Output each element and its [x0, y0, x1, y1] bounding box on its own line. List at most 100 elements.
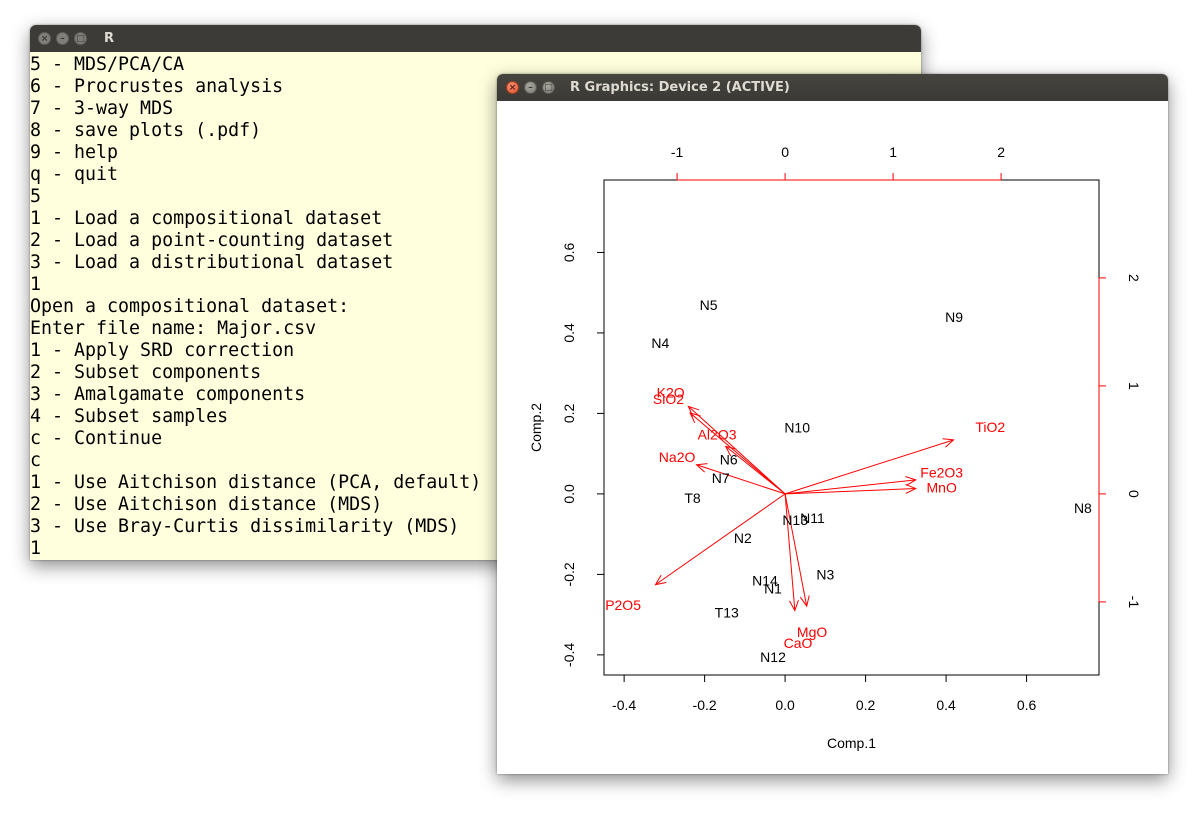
- console-line: 9 - help: [30, 142, 119, 163]
- console-line: 7 - 3-way MDS: [30, 98, 174, 119]
- y-tick-label: -0.4: [561, 643, 577, 667]
- loading-label: Na2O: [659, 449, 696, 465]
- graphics-titlebar[interactable]: × – □ R Graphics: Device 2 (ACTIVE): [497, 74, 1168, 101]
- loading-label: TiO2: [975, 419, 1005, 435]
- loading-arrowhead: [724, 445, 737, 457]
- loading-label: MnO: [927, 479, 957, 495]
- graphics-canvas: -0.4 -0.2 0.0 0.2 0.4 0.6 Comp.1 -0.4 -0.2 0.0 0.2…: [497, 101, 1168, 774]
- loading-label: Al2O3: [698, 427, 737, 443]
- loading-arrow: [785, 488, 916, 495]
- console-line: 6 - Procrustes analysis: [30, 76, 284, 97]
- console-line: 5: [30, 186, 42, 207]
- console-output: 5 - MDS/PCA/CA 6 - Procrustes analysis 7 -…: [30, 52, 921, 560]
- loading-arrow: [696, 464, 786, 495]
- console-line: 1 - Apply SRD correction: [30, 340, 295, 361]
- close-icon[interactable]: ×: [506, 81, 519, 94]
- x-tick-label: 0.2: [856, 697, 876, 713]
- loading-label: CaO: [784, 635, 813, 651]
- loading-arrowhead: [905, 475, 917, 486]
- loading-arrow: [784, 493, 796, 611]
- x-tick-label: 0.4: [936, 697, 956, 713]
- right-tick-label: 2: [1126, 274, 1142, 282]
- top-tick-label: 1: [889, 144, 897, 160]
- loading-arrow: [688, 406, 786, 495]
- loading-label: MgO: [797, 624, 827, 640]
- maximize-icon[interactable]: □: [542, 81, 555, 94]
- loading-arrow: [689, 412, 786, 495]
- console-line: 1 - Use Aitchison distance (PCA, default…: [30, 472, 482, 493]
- y-tick-label: 0.2: [561, 403, 577, 423]
- x-tick-label: -0.4: [612, 697, 636, 713]
- x-tick-label: 0.0: [775, 697, 795, 713]
- loading-arrow: [725, 445, 786, 495]
- minimize-icon[interactable]: –: [524, 81, 537, 94]
- console-line: 1 - Load a compositional dataset: [30, 208, 383, 229]
- console-line: c: [30, 450, 42, 471]
- console-line: Enter file name: Major.csv: [30, 318, 317, 339]
- console-line: 2 - Use Aitchison distance (MDS): [30, 494, 383, 515]
- console-line: c - Continue: [30, 428, 163, 449]
- console-line: 3 - Load a distributional dataset: [30, 252, 394, 273]
- console-line: 3 - Use Bray-Curtis dissimilarity (MDS): [30, 516, 460, 537]
- right-tick-label: 0: [1126, 490, 1142, 498]
- console-line: 2 - Subset components: [30, 362, 262, 383]
- r-graphics-window: × – □ R Graphics: Device 2 (ACTIVE) -0.4…: [497, 74, 1168, 774]
- sample-label: N8: [1074, 500, 1092, 516]
- console-line: 1: [30, 538, 42, 559]
- loading-arrowhead: [942, 438, 955, 448]
- loading-arrowhead: [689, 412, 701, 424]
- sample-label: N13: [782, 512, 808, 528]
- sample-label: N6: [720, 452, 738, 468]
- y-tick-label: 0.0: [561, 484, 577, 504]
- loading-arrowhead: [695, 463, 708, 473]
- top-tick-label: 0: [781, 144, 789, 160]
- minimize-icon[interactable]: –: [56, 32, 69, 45]
- top-tick-label: -1: [671, 144, 684, 160]
- y-tick-label: 0.4: [561, 323, 577, 343]
- y-tick-label: -0.2: [561, 562, 577, 586]
- x-axis-title: Comp.1: [827, 735, 876, 751]
- close-icon[interactable]: ×: [38, 32, 51, 45]
- console-line: 1: [30, 274, 42, 295]
- graphics-title: R Graphics: Device 2 (ACTIVE): [570, 80, 790, 95]
- console-line: 2 - Load a point-counting dataset: [30, 230, 394, 251]
- console-title: R: [104, 31, 115, 46]
- loading-arrow: [784, 439, 954, 495]
- loading-arrowhead: [799, 595, 810, 608]
- sample-label: N5: [700, 297, 718, 313]
- console-line: 3 - Amalgamate components: [30, 384, 306, 405]
- loading-label: Fe2O3: [920, 464, 963, 480]
- sample-label: T13: [715, 605, 739, 621]
- sample-label: N9: [945, 309, 963, 325]
- loading-arrow: [784, 493, 808, 607]
- sample-label: N4: [651, 335, 669, 351]
- x-tick-label: 0.6: [1017, 697, 1037, 713]
- loading-label: K2O: [657, 384, 685, 400]
- loading-arrowhead: [789, 599, 799, 612]
- loading-label: P2O5: [605, 597, 641, 613]
- sample-label: N3: [816, 566, 834, 582]
- loading-arrow: [785, 479, 916, 495]
- maximize-icon[interactable]: □: [74, 32, 87, 45]
- x-tick-label: -0.2: [693, 697, 717, 713]
- loading-arrowhead: [654, 574, 667, 586]
- sample-label: N14: [752, 572, 778, 588]
- sample-label: T8: [684, 490, 701, 506]
- loading-label: SiO2: [653, 391, 684, 407]
- sample-label: N1: [764, 580, 782, 596]
- console-line: 8 - save plots (.pdf): [30, 120, 262, 141]
- right-tick-label: -1: [1126, 596, 1142, 609]
- sample-label: N7: [712, 470, 730, 486]
- sample-label: N11: [800, 510, 825, 526]
- console-line: 5 - MDS/PCA/CA: [30, 54, 185, 75]
- plot-frame: [603, 179, 1100, 676]
- y-axis-title: Comp.2: [528, 403, 544, 452]
- sample-label: N2: [734, 530, 752, 546]
- console-line: 4 - Subset samples: [30, 406, 229, 427]
- console-line: q - quit: [30, 164, 119, 185]
- loading-arrow: [655, 493, 786, 586]
- sample-label: N12: [760, 649, 786, 665]
- biplot-chart: -0.4 -0.2 0.0 0.2 0.4 0.6 Comp.1 -0.4 -0.2 0.0 0.2…: [528, 144, 1142, 751]
- top-tick-label: 2: [997, 144, 1005, 160]
- console-titlebar[interactable]: × – □ R: [30, 25, 921, 52]
